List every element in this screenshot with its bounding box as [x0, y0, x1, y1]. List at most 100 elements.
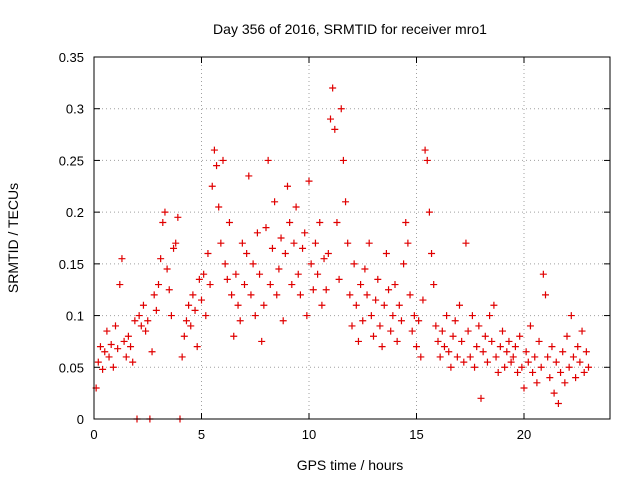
data-point: [284, 182, 291, 190]
data-point: [546, 374, 554, 382]
data-point: [131, 317, 139, 325]
data-point: [114, 345, 122, 353]
data-point: [473, 343, 481, 351]
x-axis-label: GPS time / hours: [297, 457, 404, 473]
data-point: [249, 260, 257, 268]
data-point: [234, 301, 242, 309]
x-tick-label: 15: [409, 427, 423, 442]
data-point: [408, 327, 416, 335]
data-point: [122, 353, 130, 361]
data-point: [511, 343, 519, 351]
data-point: [526, 322, 534, 330]
data-point: [258, 337, 266, 345]
data-point: [333, 218, 341, 226]
data-point: [548, 343, 556, 351]
data-point: [456, 301, 463, 309]
data-point: [320, 255, 328, 263]
data-point: [316, 218, 324, 226]
data-point: [256, 270, 264, 278]
data-point: [163, 265, 171, 273]
data-point: [434, 337, 442, 345]
data-point: [378, 343, 386, 351]
data-point: [273, 291, 281, 299]
data-point: [503, 348, 511, 356]
data-point: [352, 301, 360, 309]
data-point: [129, 358, 137, 366]
data-point: [322, 286, 330, 294]
data-point: [496, 343, 504, 351]
data-point: [415, 317, 423, 325]
data-point: [357, 281, 365, 289]
data-point: [215, 203, 223, 211]
data-point: [279, 317, 287, 325]
data-point: [139, 301, 147, 309]
data-point: [103, 327, 111, 335]
data-point: [99, 365, 107, 373]
data-point: [189, 291, 197, 299]
data-point: [529, 368, 537, 376]
data-point: [221, 260, 229, 268]
data-point: [421, 146, 429, 154]
data-point: [327, 115, 334, 123]
data-point: [410, 312, 418, 320]
data-point: [219, 156, 227, 164]
data-point: [195, 275, 203, 283]
data-point: [417, 353, 425, 361]
data-point: [202, 312, 210, 320]
data-point: [464, 327, 472, 335]
y-tick-label: 0: [77, 412, 84, 427]
x-axis-ticks: 0 5 10 15 20: [90, 57, 531, 442]
data-point: [167, 312, 175, 320]
data-point: [268, 244, 276, 252]
data-point: [339, 156, 347, 164]
data-point: [365, 239, 373, 247]
data-point: [311, 239, 319, 247]
data-point: [260, 301, 268, 309]
data-point: [170, 244, 178, 252]
data-point: [225, 218, 233, 226]
plot-points: [92, 84, 592, 423]
data-point: [440, 343, 448, 351]
data-point: [109, 363, 117, 371]
data-point: [185, 301, 193, 309]
data-point: [466, 353, 474, 361]
data-point: [187, 322, 195, 330]
x-tick-label: 20: [517, 427, 531, 442]
data-point: [477, 394, 485, 402]
data-point: [161, 208, 169, 216]
data-point: [112, 322, 119, 330]
data-point: [318, 301, 326, 309]
data-point: [559, 348, 567, 356]
data-point: [524, 358, 532, 366]
data-point: [329, 84, 337, 92]
data-point: [367, 312, 375, 320]
data-point: [483, 358, 491, 366]
data-point: [494, 368, 502, 376]
data-point: [468, 312, 476, 320]
data-point: [288, 281, 296, 289]
data-point: [241, 281, 248, 289]
grid-lines: [94, 57, 610, 419]
y-tick-label: 0.3: [66, 102, 84, 117]
data-point: [155, 281, 162, 289]
data-point: [565, 363, 573, 371]
data-point: [406, 291, 414, 299]
x-tick-label: 5: [198, 427, 205, 442]
data-point: [585, 363, 592, 371]
data-point: [572, 374, 580, 382]
data-point: [213, 162, 221, 170]
data-point: [520, 384, 528, 392]
data-point: [271, 198, 279, 206]
data-point: [479, 348, 487, 356]
data-point: [486, 312, 494, 320]
data-point: [144, 317, 152, 325]
y-tick-label: 0.05: [59, 360, 84, 375]
data-point: [432, 322, 440, 330]
data-point: [518, 363, 526, 371]
data-point: [150, 291, 158, 299]
data-point: [206, 281, 214, 289]
data-point: [514, 368, 522, 376]
data-point: [501, 363, 509, 371]
